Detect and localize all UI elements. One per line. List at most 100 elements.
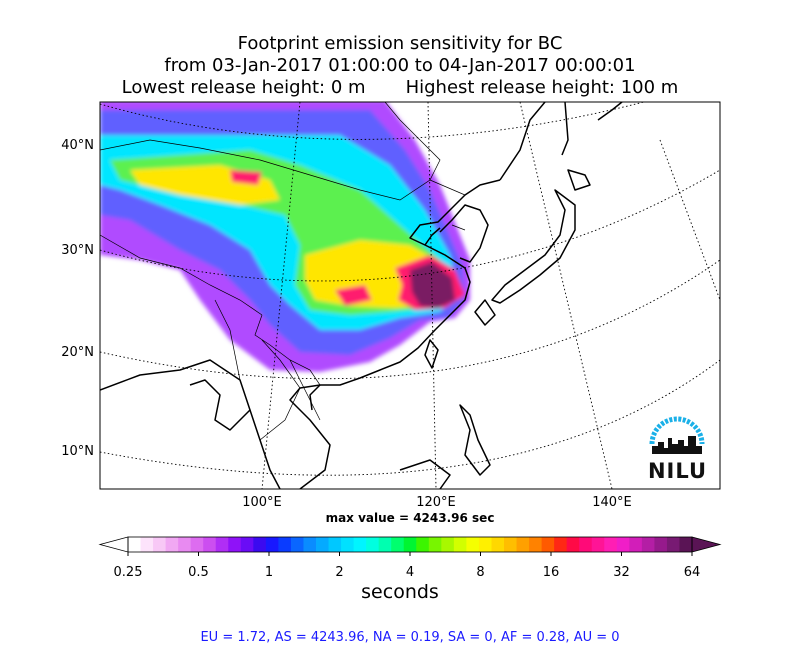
nilu-logo-skyline (652, 436, 702, 454)
country-borders (100, 102, 466, 441)
colorbar-segment (453, 537, 467, 552)
colorbar-segment (428, 537, 442, 552)
parallel-10n (100, 359, 720, 476)
colorbar-tick-label: 0.25 (113, 565, 143, 580)
border-china-mongolia (100, 102, 441, 201)
colorbar-tick-label: 2 (335, 565, 344, 580)
colorbar-tick-label: 16 (542, 565, 560, 580)
colorbar-segment (641, 537, 655, 552)
colorbar-segment (491, 537, 505, 552)
nilu-logo: NILU (640, 410, 720, 485)
emission-sensitivity-field (100, 102, 470, 372)
nilu-logo-arc (649, 416, 705, 445)
colorbar-segment (341, 537, 355, 552)
colorbar-segment (554, 537, 568, 552)
plot-title-line-2: from 03-Jan-2017 01:00:00 to 04-Jan-2017… (164, 55, 636, 76)
colorbar-tick-label: 0.5 (188, 565, 209, 580)
colorbar-segment (403, 537, 417, 552)
lat-label-30n: 30°N (61, 243, 94, 258)
colorbar-segment (516, 537, 530, 552)
colorbar-segment (541, 537, 555, 552)
colorbar-min-extension (98, 536, 129, 553)
colorbar-segment (240, 537, 254, 552)
colorbar-segment (579, 537, 593, 552)
colorbar-segment (165, 537, 179, 552)
colorbar-segment (215, 537, 229, 552)
colorbar-segment (353, 537, 367, 552)
colorbar-segment (228, 537, 242, 552)
plot-title-line-1: Footprint emission sensitivity for BC (237, 33, 563, 54)
colorbar-segment (178, 537, 192, 552)
colorbar-segment (153, 537, 167, 552)
colorbar-segment (253, 537, 267, 552)
coastline-kyushu (474, 299, 496, 326)
lat-label-20n: 20°N (61, 345, 94, 360)
coastline-taiwan (424, 339, 439, 369)
lon-label-100e: 100°E (242, 495, 282, 510)
coastline-philippines (459, 404, 491, 476)
meridian-160e (659, 139, 720, 301)
lat-label-10n: 10°N (61, 444, 94, 459)
colorbar-segment (616, 537, 630, 552)
colorbar-segment (140, 537, 154, 552)
coastline-japan-honshu (491, 189, 576, 304)
lon-label-140e: 140°E (592, 495, 632, 510)
border-china-russia (429, 179, 466, 196)
colorbar-segment (265, 537, 279, 552)
border-myanmar (214, 299, 241, 381)
plume-max (410, 262, 455, 308)
max-value-label: max value = 4243.96 sec (325, 511, 495, 525)
colorbar-segment (604, 537, 618, 552)
lon-label-120e: 120°E (416, 495, 456, 510)
colorbar-segment (466, 537, 480, 552)
colorbar-tick-label: 32 (613, 565, 630, 580)
coastline-kuril (597, 102, 623, 121)
coastline-russia (499, 102, 546, 181)
map-frame (99, 101, 721, 490)
lat-label-40n: 40°N (61, 138, 94, 153)
colorbar-segment (529, 537, 543, 552)
colorbar-segment (629, 537, 643, 552)
colorbar-segment (391, 537, 405, 552)
coastline-china-east (320, 227, 471, 386)
colorbar-segment (366, 537, 380, 552)
plot-title-line-3: Lowest release height: 0 m Highest relea… (121, 77, 679, 98)
coastline-borneo (399, 459, 451, 489)
colorbar-segment (478, 537, 492, 552)
colorbar-segment (290, 537, 304, 552)
border-vietnam (289, 359, 321, 421)
region-summary: EU = 1.72, AS = 4243.96, NA = 0.19, SA =… (200, 630, 620, 645)
parallel-40n (100, 102, 646, 140)
colorbar-segment (316, 537, 330, 552)
colorbar-segment (416, 537, 430, 552)
coastline-bay-bengal (100, 359, 251, 431)
border-korea (451, 224, 466, 231)
colorbar-segment (378, 537, 392, 552)
colorbar-segment (504, 537, 518, 552)
parallel-20n (100, 259, 720, 380)
meridian-100e (261, 102, 301, 489)
border-thailand-laos (259, 339, 301, 441)
coastline-japan-hokkaido (567, 169, 591, 191)
meridian-140e (519, 102, 613, 489)
plume-hot-spot-1 (335, 285, 372, 306)
colorbar-segment (679, 537, 693, 552)
colorbar-segment (566, 537, 580, 552)
border-china-southeast-asia (254, 314, 321, 386)
colorbar-segment (328, 537, 342, 552)
colorbar-segment (203, 537, 217, 552)
colorbar (98, 536, 722, 556)
colorbar-segment (666, 537, 680, 552)
colorbar-segment (128, 537, 142, 552)
coastline-malay (249, 409, 281, 489)
colorbar-tick-label: 1 (264, 565, 274, 580)
colorbar-tick-label: 4 (405, 565, 415, 580)
colorbar-segment (654, 537, 668, 552)
colorbar-segment (303, 537, 317, 552)
colorbar-segment (441, 537, 455, 552)
colorbar-segment (278, 537, 292, 552)
meridian-120e (427, 102, 437, 489)
nilu-logo-text: NILU (647, 459, 708, 483)
border-china-india (100, 234, 263, 316)
